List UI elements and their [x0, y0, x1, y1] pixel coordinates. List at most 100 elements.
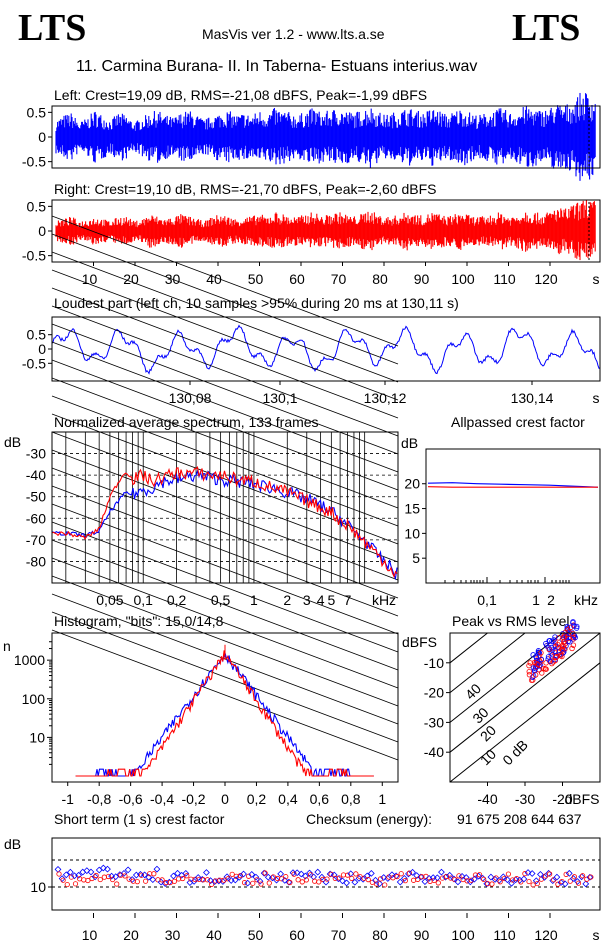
st-crest-point-left: [95, 866, 103, 874]
st-crest-point-right: [542, 873, 549, 879]
x-tick-label: 0,2: [167, 592, 187, 608]
st-crest-point-right: [204, 877, 211, 883]
pvr-point-left: [538, 656, 545, 663]
software-version: MasVis ver 1.2 - www.lts.a.se: [202, 26, 385, 42]
pvr-point-right: [560, 642, 566, 649]
pvr-point-left: [570, 620, 576, 626]
y-tick-label: 5: [412, 550, 420, 566]
crest-series-1: [427, 486, 598, 488]
st-crest-point-right: [489, 881, 495, 887]
pvr-point-left: [572, 634, 578, 641]
y-axis-label: dB: [4, 434, 21, 450]
st-crest-point-right: [126, 876, 132, 882]
slope-line: [51, 287, 399, 419]
st-crest-point-right: [584, 876, 590, 882]
x-tick-label: 80: [372, 927, 388, 943]
pvr-point-left: [543, 643, 550, 649]
slope-line: [51, 269, 399, 401]
st-crest-point-left: [244, 879, 252, 887]
checksum-label: Checksum (energy):: [306, 811, 432, 827]
st-crest-point-left: [54, 866, 62, 873]
st-crest-point-left: [124, 866, 132, 874]
x-tick-label: 2: [283, 592, 291, 608]
st-crest-point-right: [105, 873, 112, 880]
st-crest-point-right: [410, 877, 417, 883]
st-crest-point-right: [382, 882, 388, 888]
st-crest-point-left: [203, 869, 210, 876]
st-crest-point-left: [561, 880, 569, 888]
pvr-point-right: [560, 634, 567, 641]
st-crest-point-right: [567, 878, 573, 884]
pvr-point-right: [557, 652, 564, 659]
st-crest-point-right: [171, 878, 178, 884]
st-crest-frame: [51, 837, 601, 911]
y-tick-label: 10: [404, 525, 420, 541]
st-crest-point-left: [71, 872, 78, 880]
y-tick-label: 0: [38, 223, 46, 239]
pvr-point-right: [553, 654, 559, 661]
pvr-point-right: [527, 660, 533, 666]
st-crest-point-right: [580, 873, 586, 879]
slope-line: [51, 611, 399, 743]
histogram-series-0: [75, 652, 374, 777]
slope-line: [51, 323, 399, 455]
panel-title: Right: Crest=19,10 dB, RMS=-21,70 dBFS, …: [54, 181, 436, 197]
pvr-point-left: [552, 634, 558, 640]
crest-label: 40: [462, 680, 484, 702]
st-crest-point-left: [446, 871, 454, 879]
x-tick-label: 80: [372, 271, 388, 287]
st-crest-point-left: [351, 878, 359, 886]
st-crest-point-right: [547, 871, 553, 877]
st-crest-point-left: [240, 870, 247, 878]
x-tick-label: 0,6: [310, 791, 330, 807]
pvr-point-right: [553, 643, 559, 649]
st-crest-point-right: [476, 872, 483, 878]
pvr-point-left: [533, 653, 539, 660]
st-crest-point-right: [324, 876, 330, 882]
st-crest-point-right: [303, 877, 309, 883]
pvr-frame: [449, 632, 601, 783]
x-tick-label: 1: [378, 791, 386, 807]
pvr-point-right: [546, 646, 552, 653]
crest-label: 0 dB: [499, 737, 531, 769]
st-crest-point-right: [402, 878, 408, 884]
y-tick-label: 15: [404, 501, 420, 517]
x-tick-label: 1: [532, 592, 540, 608]
crest-diagonal: [450, 633, 564, 724]
st-crest-point-right: [575, 880, 582, 886]
y-tick-label: -30: [26, 446, 46, 462]
pvr-point-left: [530, 652, 536, 658]
st-crest-point-left: [487, 873, 495, 881]
st-crest-point-left: [170, 872, 177, 880]
x-tick-label: 0,4: [278, 791, 298, 807]
spectrum-series-1: [52, 466, 398, 579]
st-crest-point-right: [501, 875, 507, 882]
st-crest-point-left: [565, 869, 573, 877]
st-crest-point-right: [68, 874, 74, 880]
y-axis-label: dB: [4, 836, 21, 852]
st-crest-point-right: [101, 874, 107, 880]
st-crest-point-left: [376, 880, 383, 888]
x-tick-label: 100: [451, 271, 475, 287]
st-crest-point-left: [248, 871, 256, 878]
x-tick-label: 5: [327, 592, 335, 608]
pvr-point-left: [574, 623, 580, 630]
st-crest-point-left: [433, 874, 441, 882]
slope-line: [51, 575, 399, 707]
x-tick-label: 0,5: [211, 592, 231, 608]
st-crest-point-right: [258, 881, 264, 887]
st-crest-point-left: [62, 871, 70, 879]
x-tick-label: 0,1: [133, 592, 153, 608]
st-crest-point-right: [287, 879, 293, 886]
crest-frame: [425, 448, 601, 584]
x-tick-label: -20: [552, 791, 572, 807]
pvr-point-right: [526, 662, 532, 669]
x-tick-label: 60: [289, 271, 305, 287]
x-tick-label: 120: [534, 271, 558, 287]
st-crest-point-right: [56, 871, 62, 877]
st-crest-point-right: [85, 877, 91, 884]
st-crest-point-left: [120, 869, 128, 877]
st-crest-point-left: [483, 880, 491, 888]
st-crest-point-right: [588, 874, 594, 880]
st-crest-point-left: [578, 873, 586, 881]
